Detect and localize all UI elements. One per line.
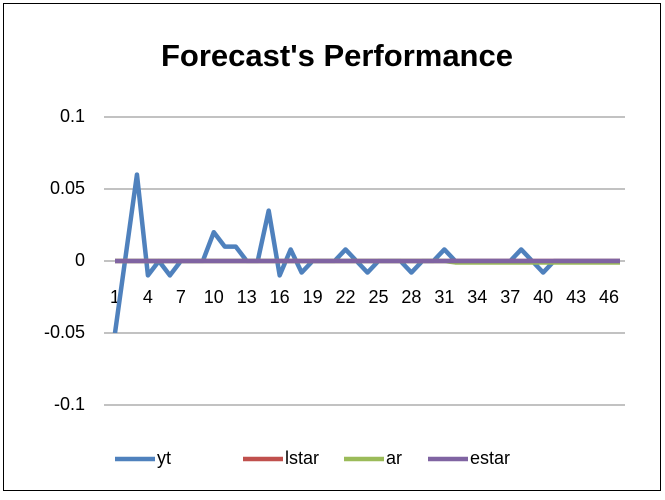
x-tick-label: 25 bbox=[368, 287, 388, 307]
x-tick-label: 34 bbox=[467, 287, 487, 307]
y-tick-label: -0.05 bbox=[44, 322, 85, 342]
y-tick-label: 0.05 bbox=[50, 178, 85, 198]
x-tick-label: 28 bbox=[401, 287, 421, 307]
legend-label: ar bbox=[386, 448, 402, 468]
legend-label: yt bbox=[157, 448, 171, 468]
chart-border bbox=[3, 3, 661, 491]
x-tick-label: 22 bbox=[336, 287, 356, 307]
x-tick-label: 40 bbox=[533, 287, 553, 307]
legend-label: lstar bbox=[285, 448, 319, 468]
x-tick-label: 19 bbox=[303, 287, 323, 307]
x-tick-label: 10 bbox=[204, 287, 224, 307]
x-tick-label: 7 bbox=[176, 287, 186, 307]
y-tick-label: 0.1 bbox=[60, 106, 85, 126]
x-tick-label: 46 bbox=[599, 287, 619, 307]
y-tick-label: -0.1 bbox=[54, 394, 85, 414]
legend-label: estar bbox=[470, 448, 510, 468]
y-tick-label: 0 bbox=[75, 250, 85, 270]
x-tick-label: 43 bbox=[566, 287, 586, 307]
x-tick-label: 1 bbox=[110, 287, 120, 307]
x-tick-label: 37 bbox=[500, 287, 520, 307]
chart-title: Forecast's Performance bbox=[161, 38, 513, 73]
x-tick-label: 16 bbox=[270, 287, 290, 307]
x-tick-label: 31 bbox=[434, 287, 454, 307]
x-tick-label: 4 bbox=[143, 287, 153, 307]
x-tick-label: 13 bbox=[237, 287, 257, 307]
